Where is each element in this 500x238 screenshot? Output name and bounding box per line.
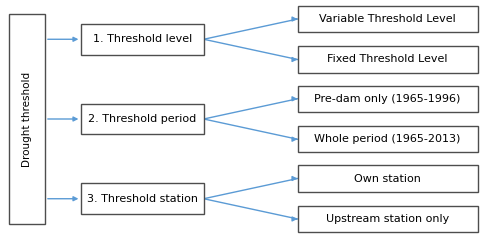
Text: Variable Threshold Level: Variable Threshold Level <box>319 14 456 24</box>
FancyBboxPatch shape <box>298 126 478 152</box>
Text: Drought threshold: Drought threshold <box>22 71 32 167</box>
Text: 3. Threshold station: 3. Threshold station <box>87 194 198 204</box>
Text: Pre-dam only (1965-1996): Pre-dam only (1965-1996) <box>314 94 460 104</box>
FancyBboxPatch shape <box>298 6 478 32</box>
Text: Own station: Own station <box>354 174 421 183</box>
FancyBboxPatch shape <box>81 104 204 134</box>
FancyBboxPatch shape <box>298 86 478 112</box>
Text: 1. Threshold level: 1. Threshold level <box>93 34 192 44</box>
FancyBboxPatch shape <box>81 183 204 214</box>
Text: Upstream station only: Upstream station only <box>326 214 449 224</box>
FancyBboxPatch shape <box>298 46 478 73</box>
Text: Whole period (1965-2013): Whole period (1965-2013) <box>314 134 460 144</box>
FancyBboxPatch shape <box>9 14 45 224</box>
FancyBboxPatch shape <box>298 206 478 232</box>
Text: 2. Threshold period: 2. Threshold period <box>88 114 196 124</box>
FancyBboxPatch shape <box>81 24 204 55</box>
FancyBboxPatch shape <box>298 165 478 192</box>
Text: Fixed Threshold Level: Fixed Threshold Level <box>327 55 448 64</box>
